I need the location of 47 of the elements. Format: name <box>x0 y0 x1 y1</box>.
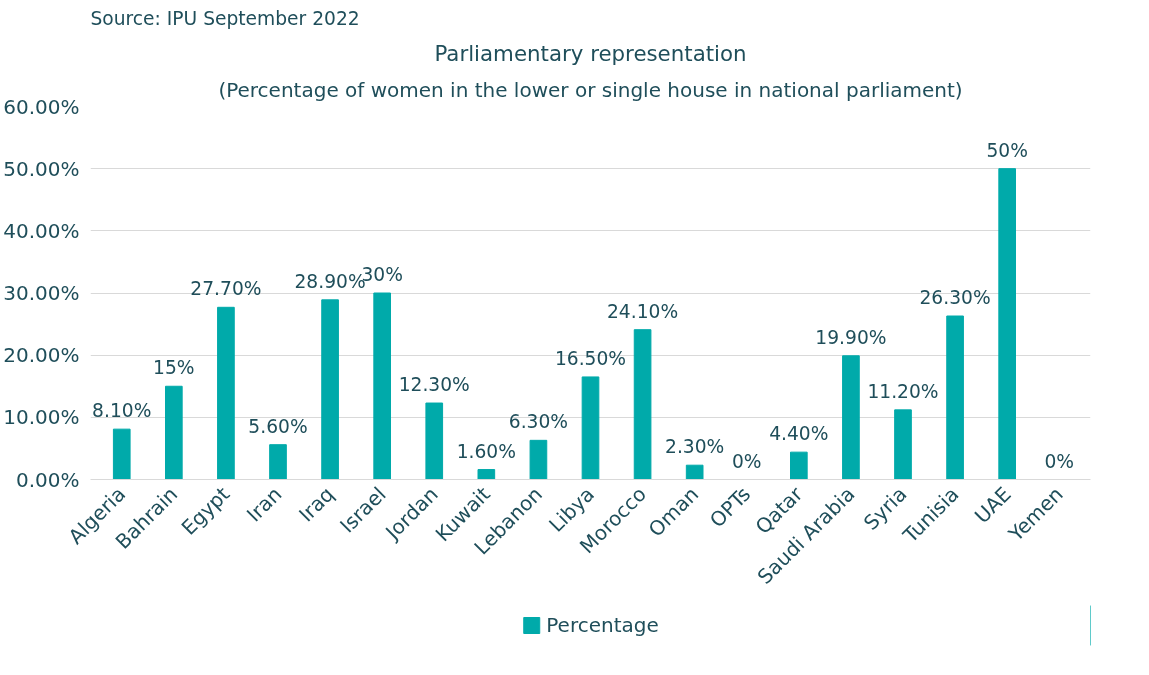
data-label: 4.40% <box>769 423 829 445</box>
data-label: 15% <box>153 357 195 379</box>
bar <box>373 292 391 480</box>
data-label: 6.30% <box>508 411 569 433</box>
data-label: 50% <box>986 139 1028 161</box>
y-tick-label: 0.00% <box>15 467 80 492</box>
data-label: 5.60% <box>248 415 308 437</box>
y-tick-label: 50.00% <box>3 156 80 181</box>
y-tick-label: 20.00% <box>3 343 80 368</box>
data-label: 1.60% <box>456 440 516 462</box>
bar <box>998 168 1016 480</box>
bar <box>425 402 444 480</box>
legend-label: Percentage <box>546 613 659 637</box>
bar <box>946 315 964 480</box>
data-label: 27.70% <box>190 278 262 300</box>
data-label: 11.20% <box>867 380 939 402</box>
chart-subtitle: (Percentage of women in the lower or single house in national parliament) <box>218 77 963 102</box>
y-tick-label: 60.00% <box>3 94 80 119</box>
chart-title: Parliamentary representation <box>434 40 747 66</box>
data-label: 24.10% <box>607 300 679 322</box>
bar <box>112 428 131 480</box>
data-label: 2.30% <box>665 436 725 458</box>
data-label: 26.30% <box>919 287 991 308</box>
bar <box>321 299 339 480</box>
data-label: 8.10% <box>92 400 152 422</box>
bar <box>581 376 600 480</box>
bar <box>685 464 704 480</box>
bar <box>790 451 808 480</box>
y-tick-label: 10.00% <box>3 405 80 430</box>
bar <box>165 385 183 480</box>
data-label: 12.30% <box>398 374 470 396</box>
bar <box>842 355 860 480</box>
bar <box>217 306 235 480</box>
bar <box>633 329 652 480</box>
source-note: Source: IPU September 2022 <box>90 7 360 29</box>
bar <box>269 444 287 480</box>
bar <box>477 469 496 480</box>
x-tick-label: Iraq <box>293 482 339 527</box>
y-tick-label: 30.00% <box>3 281 80 305</box>
bar <box>529 439 548 480</box>
bar <box>894 409 912 480</box>
y-tick-label: 40.00% <box>3 218 80 243</box>
data-label: 0% <box>731 450 762 472</box>
x-tick-label: Iran <box>241 482 287 527</box>
data-label: 16.50% <box>554 347 627 369</box>
data-label: 0% <box>1044 450 1075 472</box>
data-label: 19.90% <box>815 326 887 348</box>
